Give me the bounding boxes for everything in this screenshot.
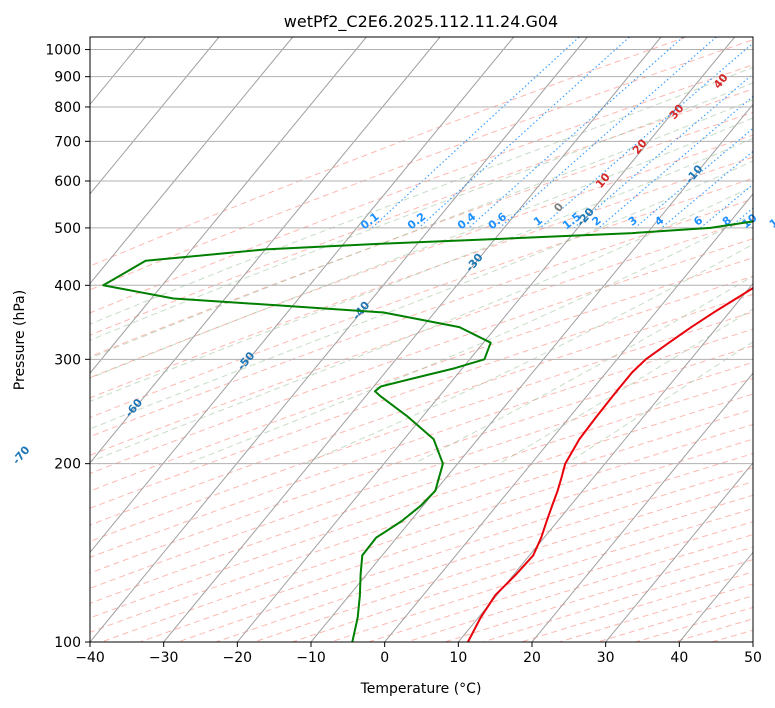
y-tick-label: 100	[54, 635, 81, 651]
mixing-ratio-line	[539, 42, 753, 229]
dry-adiabat	[90, 39, 753, 291]
x-tick-label: 10	[449, 650, 467, 666]
isotherm	[163, 37, 662, 642]
x-tick-label: 20	[523, 650, 541, 666]
y-tick-label: 500	[54, 221, 81, 237]
isotherm	[90, 37, 367, 374]
dry-adiabat	[90, 345, 753, 574]
isotherm	[90, 37, 441, 464]
moist-adiabat	[90, 160, 753, 430]
y-tick-label: 300	[54, 352, 81, 368]
moist-adiabat	[413, 275, 753, 465]
y-tick-label: 800	[54, 100, 81, 116]
y-axis-title: Pressure (hPa)	[12, 290, 28, 390]
dry-adiabat	[90, 257, 753, 492]
x-tick-label: 30	[597, 650, 615, 666]
x-tick-label: −10	[296, 650, 326, 666]
chart-title: wetPf2_C2E6.2025.112.11.24.G04	[284, 12, 558, 32]
pressure-gridlines	[90, 49, 753, 642]
mixing-ratio-line	[598, 95, 753, 229]
dewpoint-profile	[102, 220, 753, 642]
mixing-ratio-line	[418, 37, 630, 229]
mixing-ratio-label: 13	[767, 211, 775, 231]
y-axis: 100 200 300 400 500 600 700 800 900 1000	[45, 43, 90, 651]
dry-adiabat	[90, 361, 753, 589]
plot-frame	[89, 36, 754, 643]
y-tick-label: 400	[54, 278, 81, 294]
y-tick-label: 900	[54, 70, 81, 86]
moist-adiabat	[90, 185, 753, 463]
isotherm	[310, 103, 753, 642]
x-tick-label: −30	[149, 650, 179, 666]
dry-adiabat	[90, 311, 753, 542]
dry-adiabat	[90, 177, 753, 419]
y-tick-label: 700	[54, 134, 81, 150]
y-tick-label: 1000	[45, 43, 81, 59]
moist-adiabat	[90, 66, 753, 325]
isotherm	[90, 37, 515, 554]
x-tick-label: 0	[380, 650, 389, 666]
isotherm	[90, 37, 588, 642]
dry-adiabat	[90, 275, 753, 509]
x-axis: −40 −30 −20 −10 0 10 20 30 40 50	[75, 642, 762, 666]
dry-adiabat	[90, 37, 687, 267]
isotherm	[457, 282, 753, 642]
mixing-ratio-line	[573, 73, 753, 229]
y-tick-label: 600	[54, 174, 81, 190]
isotherm	[531, 372, 753, 642]
isotherm	[605, 461, 753, 642]
x-tick-label: 40	[670, 650, 688, 666]
x-tick-label: −20	[223, 650, 253, 666]
moist-adiabat	[499, 308, 753, 465]
y-tick-label: 200	[54, 457, 81, 473]
dry-adiabat	[90, 218, 753, 456]
x-tick-label: −40	[75, 650, 105, 666]
x-tick-label: 50	[744, 650, 762, 666]
moist-adiabat	[90, 82, 753, 341]
isotherm	[90, 37, 220, 195]
sounding-profiles	[102, 220, 753, 642]
x-axis-title: Temperature (°C)	[360, 681, 482, 697]
dry-adiabat	[90, 198, 753, 438]
moist-adiabat	[304, 243, 753, 465]
isotherm	[384, 193, 753, 642]
temperature-profile	[467, 286, 753, 642]
isotherm	[90, 37, 294, 285]
dry-adiabat	[90, 393, 753, 619]
